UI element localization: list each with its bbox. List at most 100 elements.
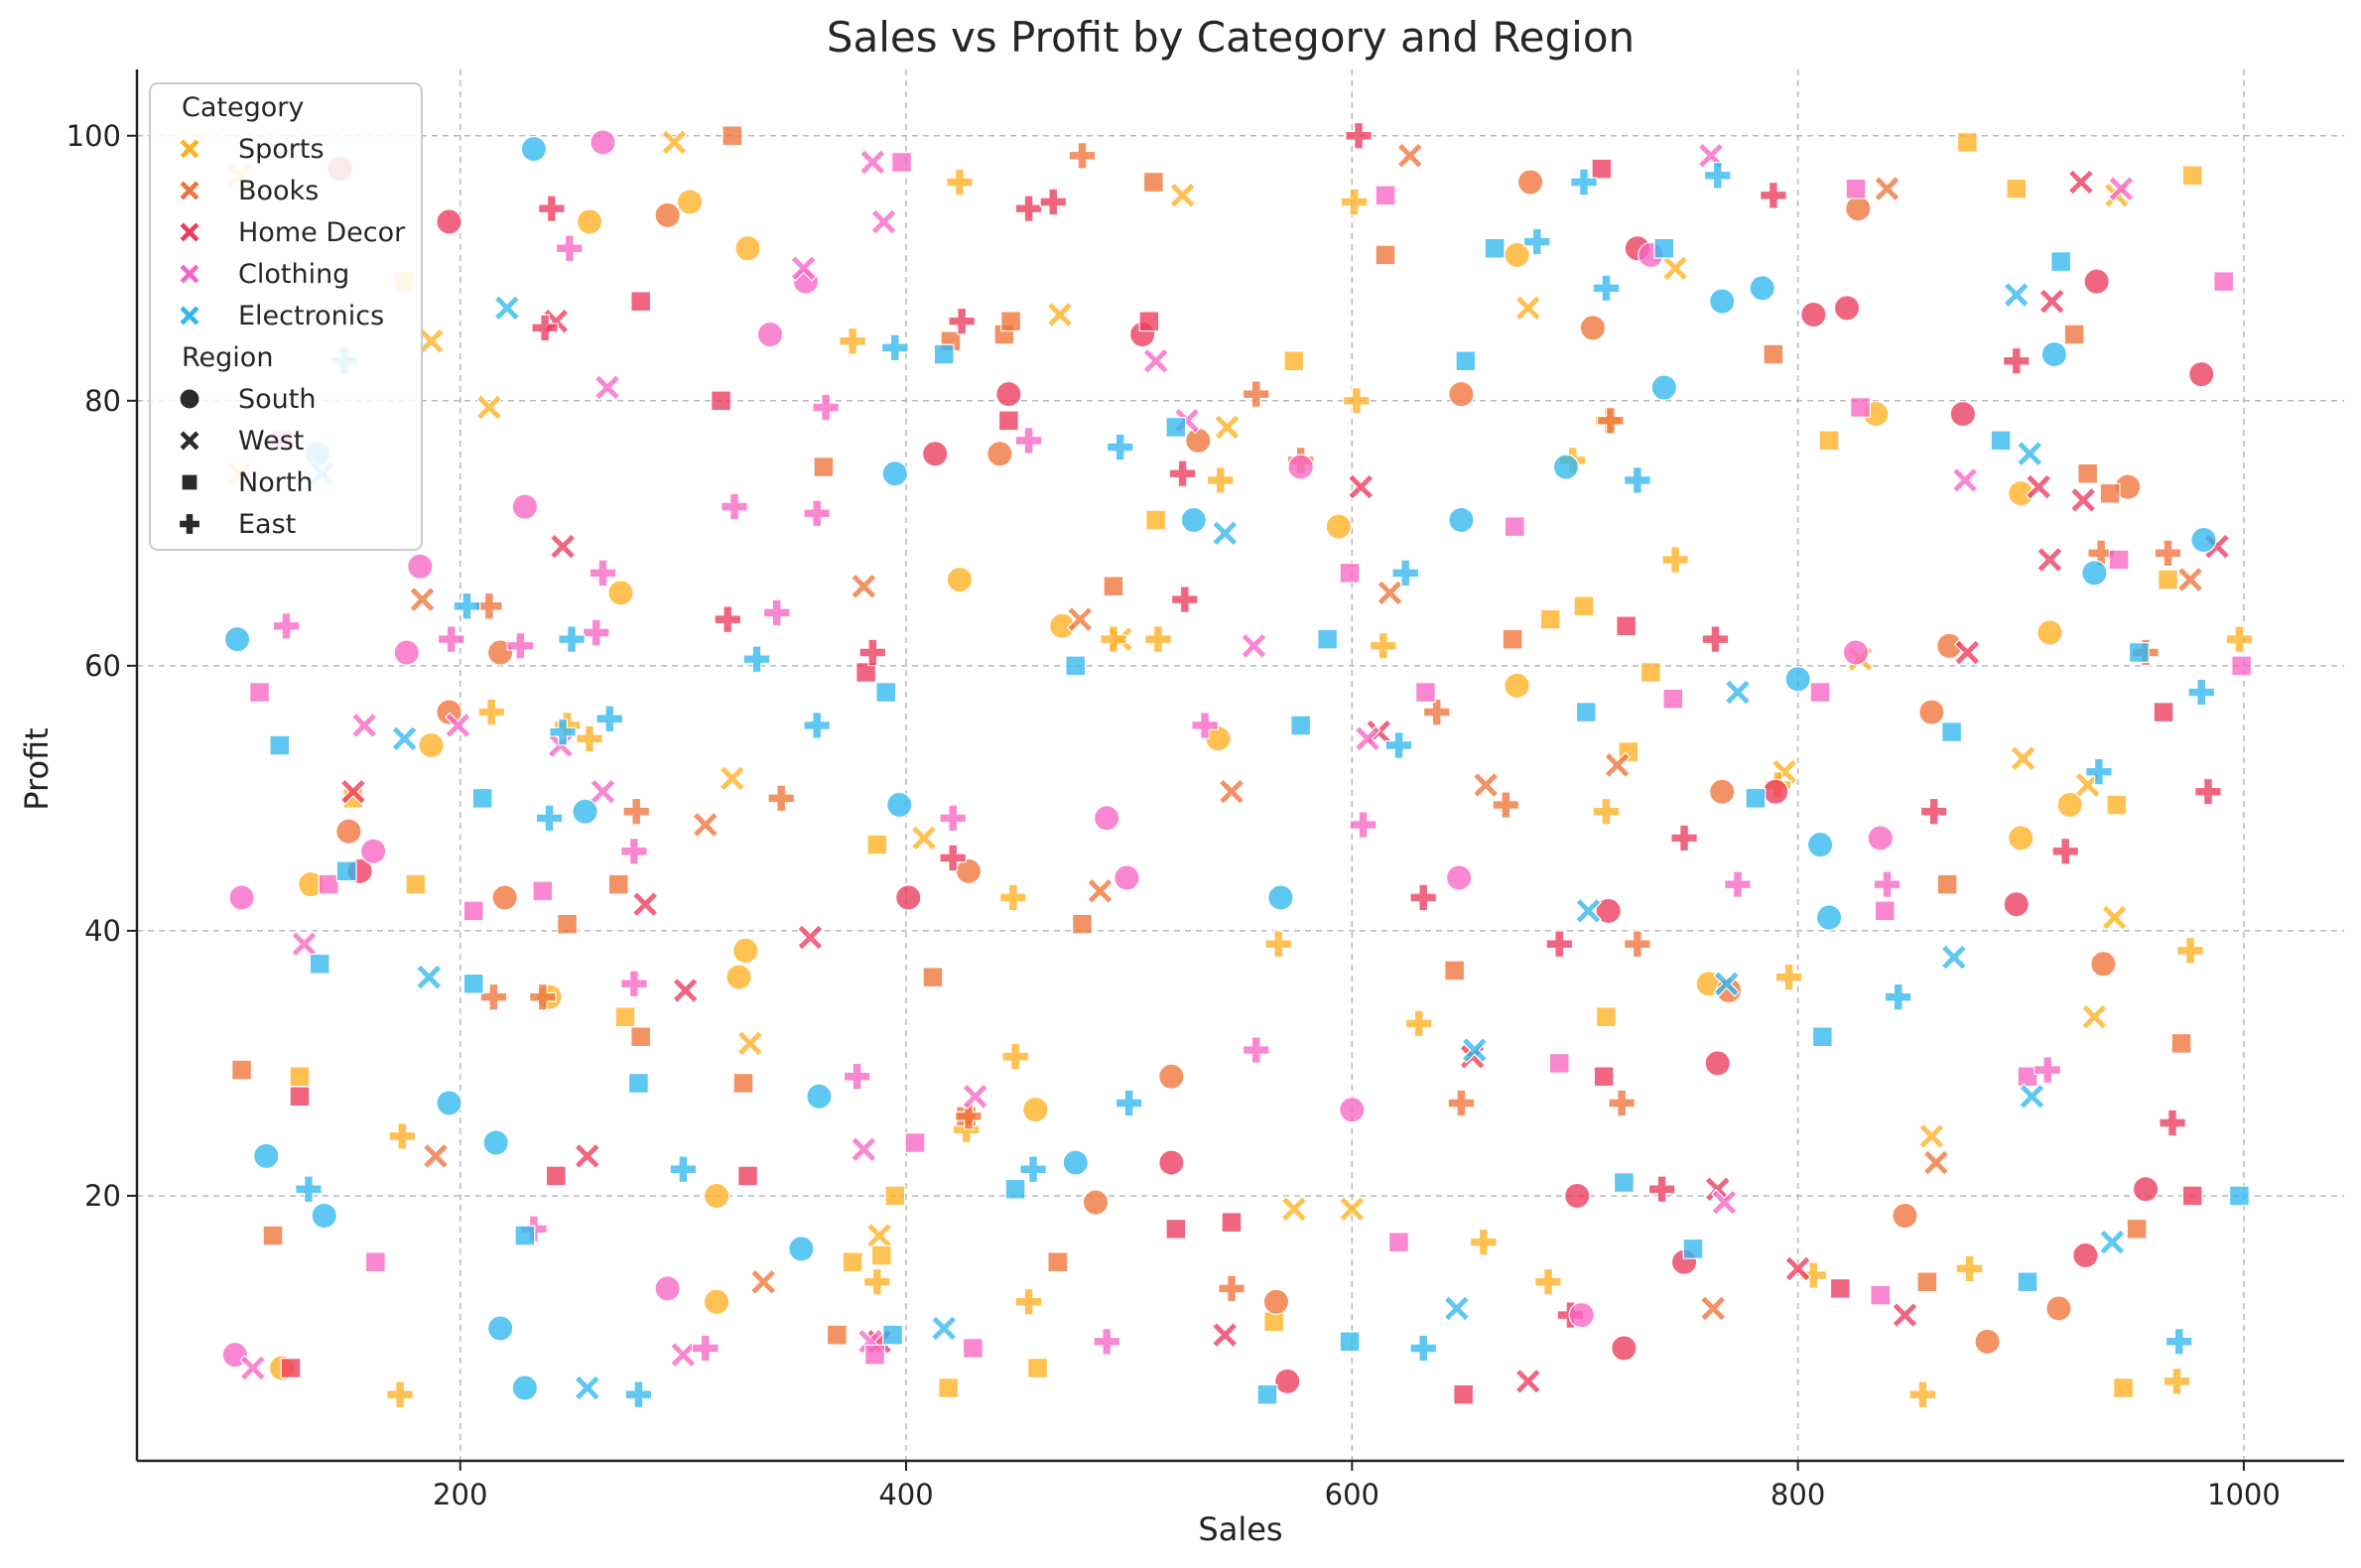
data-point	[1709, 778, 1736, 805]
data-point	[311, 1202, 337, 1230]
data-point	[405, 873, 427, 895]
data-point	[2126, 1218, 2148, 1240]
data-point	[1242, 1036, 1270, 1064]
data-point	[806, 1083, 833, 1111]
series-group	[335, 169, 2142, 1356]
data-point	[630, 291, 652, 313]
data-point	[2033, 1056, 2062, 1084]
data-point	[882, 1324, 903, 1346]
data-point	[486, 639, 514, 666]
data-point	[1974, 1328, 2001, 1356]
data-point	[558, 625, 586, 653]
legend-marker	[180, 222, 199, 242]
data-point	[812, 393, 840, 422]
data-point	[1094, 805, 1120, 832]
data-point	[1115, 1089, 1143, 1117]
data-point	[922, 441, 949, 467]
data-point	[1453, 1383, 1475, 1405]
data-point	[1409, 1334, 1438, 1363]
data-point	[1145, 509, 1167, 531]
data-point	[1445, 864, 1473, 891]
data-point	[2176, 937, 2204, 965]
data-point	[1221, 1212, 1243, 1234]
data-point	[870, 208, 898, 236]
data-point	[1283, 350, 1305, 372]
data-point	[1940, 944, 1968, 972]
data-point	[1502, 628, 1523, 650]
data-point	[1014, 1287, 1043, 1316]
data-point	[418, 731, 445, 759]
y-tick-label: 40	[84, 914, 121, 948]
data-point	[933, 343, 955, 365]
data-point	[839, 327, 866, 355]
data-point	[1867, 825, 1894, 851]
data-point	[1891, 1301, 1918, 1329]
data-point	[1339, 1331, 1361, 1353]
data-point	[711, 390, 732, 412]
data-point	[1579, 315, 1607, 341]
data-point	[2019, 1083, 2045, 1111]
legend-marker	[182, 474, 197, 490]
data-point	[855, 662, 877, 683]
data-point	[1019, 1155, 1047, 1184]
data-point	[1062, 1149, 1089, 1176]
data-point	[1534, 1267, 1562, 1296]
data-point	[2016, 440, 2043, 467]
data-point	[1218, 778, 1246, 806]
data-point	[1027, 1358, 1049, 1378]
data-point	[2188, 360, 2215, 388]
legend-entry-label: Electronics	[238, 301, 384, 331]
data-point	[669, 1155, 698, 1184]
data-point	[529, 982, 557, 1011]
data-point	[1703, 162, 1732, 190]
data-point	[1570, 168, 1598, 196]
legend-entry-label: West	[238, 426, 304, 457]
data-point	[1345, 121, 1373, 150]
data-point	[1375, 185, 1396, 206]
data-point	[734, 235, 761, 262]
data-point	[1713, 970, 1741, 997]
data-point	[1990, 430, 2012, 452]
data-point	[1384, 731, 1413, 759]
data-point	[1185, 427, 1212, 455]
data-point	[2213, 271, 2235, 293]
y-tick-label: 60	[84, 649, 121, 683]
legend-entry-label: Sports	[238, 134, 325, 165]
data-point	[826, 1324, 848, 1346]
data-point	[1144, 625, 1172, 653]
data-point	[1000, 311, 1022, 332]
data-point	[422, 1142, 450, 1170]
data-point	[2128, 642, 2150, 663]
data-point	[1514, 1368, 1542, 1395]
data-point	[1014, 195, 1043, 222]
data-point	[1850, 397, 1871, 418]
data-point	[549, 533, 577, 561]
data-point	[721, 492, 748, 521]
data-point	[2017, 1271, 2038, 1293]
data-point	[1829, 1277, 1851, 1299]
data-point	[590, 129, 616, 156]
data-point	[1608, 1089, 1636, 1117]
data-point	[479, 982, 508, 1011]
data-point	[1704, 1050, 1731, 1077]
data-point	[1404, 1009, 1433, 1038]
data-point	[1809, 682, 1831, 704]
data-point	[1873, 870, 1902, 898]
data-point	[620, 837, 648, 865]
legend-marker	[180, 264, 199, 284]
data-point	[1845, 178, 1867, 199]
data-point	[803, 499, 831, 528]
data-point	[1447, 1089, 1476, 1117]
data-point	[359, 838, 387, 864]
data-point	[2106, 794, 2128, 816]
data-point	[574, 1142, 601, 1170]
data-point	[946, 168, 974, 196]
data-point	[535, 804, 564, 833]
axes	[135, 69, 2344, 1463]
data-point	[1169, 182, 1197, 209]
data-point	[938, 1377, 960, 1399]
data-point	[1670, 824, 1698, 852]
data-point	[1624, 466, 1651, 494]
data-point	[1842, 639, 1870, 666]
data-point	[2063, 324, 2085, 345]
